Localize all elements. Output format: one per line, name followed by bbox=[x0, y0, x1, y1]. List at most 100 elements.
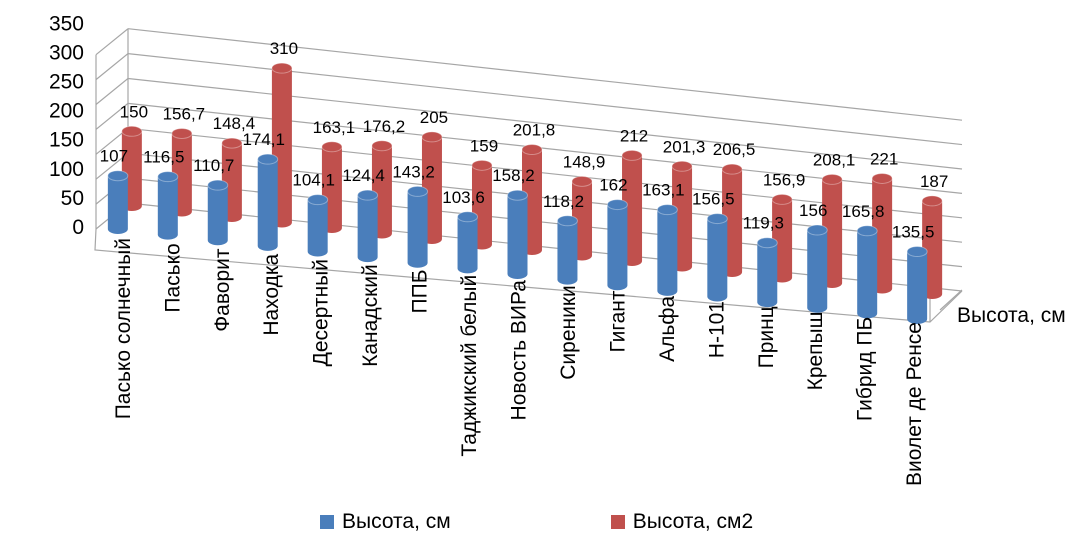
data-label-series-2: 201,8 bbox=[513, 121, 556, 140]
legend-swatch-red bbox=[610, 515, 625, 529]
data-label-series-1: 135,5 bbox=[892, 223, 935, 242]
data-label-series-1: 156 bbox=[799, 201, 827, 220]
x-tick-label: ППБ bbox=[409, 270, 432, 314]
gridline bbox=[127, 77, 963, 170]
data-label-series-2: 150 bbox=[120, 102, 148, 121]
x-axis: Пасько солнечный Пасько Фаворит Находка Десе… bbox=[112, 238, 926, 486]
data-label-series-1: 163,1 bbox=[642, 181, 685, 200]
bar-series-1-5-top bbox=[357, 189, 379, 201]
bar-series-1-8 bbox=[507, 189, 528, 279]
bar-series-1-1-top bbox=[157, 171, 179, 183]
x-tick-label: Гибрид ПБ bbox=[854, 317, 877, 421]
legend-item-series-2: Высота, см2 bbox=[610, 510, 754, 534]
bar-series-1-0 bbox=[107, 170, 129, 234]
depth-edge bbox=[929, 289, 963, 322]
bar-series-1-9-top bbox=[556, 215, 578, 227]
legend-swatch-blue bbox=[320, 515, 334, 529]
bar-series-1-8-body bbox=[507, 195, 528, 279]
data-label-series-1: 124,4 bbox=[342, 166, 385, 185]
data-label-series-1: 107 bbox=[100, 147, 128, 166]
bar-series-2-4-top bbox=[321, 141, 343, 153]
x-tick-label: Н-101 bbox=[705, 301, 728, 358]
y-tick-label: 350 bbox=[49, 12, 84, 35]
data-label-series-2: 176,2 bbox=[363, 117, 406, 136]
bar-series-1-10-body bbox=[607, 204, 628, 291]
bar-series-1-15 bbox=[856, 225, 878, 319]
bar-series-2-13-top bbox=[771, 193, 793, 205]
side-gridline bbox=[95, 28, 129, 56]
data-label-series-2: 221 bbox=[870, 149, 898, 168]
bar-series-1-15-body bbox=[857, 230, 878, 319]
bar-series-2-15-top bbox=[871, 172, 893, 184]
bar-series-1-8-top bbox=[507, 189, 528, 201]
side-gridline bbox=[95, 102, 129, 130]
bar-series-2-9-top bbox=[571, 175, 593, 187]
data-label-series-1: 104,1 bbox=[292, 171, 335, 190]
data-labels: 150 156,7 148,4 310 163,1 176,2 205 159 201,8 148… bbox=[100, 39, 949, 241]
bar-series-1-4-body bbox=[307, 199, 328, 257]
x-tick-label: Находка bbox=[260, 253, 283, 335]
bar-series-2-5-top bbox=[371, 140, 393, 152]
bar-series-1-2-top bbox=[207, 179, 229, 191]
x-tick-label: Фаворит bbox=[211, 248, 234, 332]
data-label-series-2: 208,1 bbox=[813, 150, 856, 169]
bar-series-2-10-top bbox=[621, 149, 643, 161]
x-tick-label: Десертный bbox=[310, 259, 333, 366]
data-label-series-1: 156,5 bbox=[692, 190, 735, 209]
bar-series-1-11 bbox=[656, 204, 678, 296]
data-label-series-2: 159 bbox=[470, 136, 498, 155]
depth-axis-label: Высота, см bbox=[957, 304, 1066, 327]
data-label-series-1: 118,2 bbox=[543, 192, 584, 211]
bar-series-2-14-top bbox=[821, 173, 843, 185]
bar-series-1-7-top bbox=[457, 211, 479, 223]
x-tick-label: Канадский bbox=[359, 264, 382, 367]
data-label-series-2: 205 bbox=[420, 108, 448, 127]
bar-series-1-16-top bbox=[906, 246, 928, 258]
bar-series-1-2 bbox=[207, 179, 229, 246]
bar-series-2-7-top bbox=[471, 159, 493, 171]
data-label-series-1: 165,8 bbox=[842, 202, 885, 221]
bar-series-1-12 bbox=[706, 213, 728, 302]
y-axis: 0 50 100 150 200 250 300 350 bbox=[49, 12, 84, 239]
legend: Высота, см Высота, см2 bbox=[320, 510, 753, 534]
x-tick-label: Принц bbox=[755, 306, 778, 368]
x-tick-label: Гигант bbox=[606, 290, 629, 352]
data-label-series-1: 110,7 bbox=[193, 156, 234, 175]
bar-series-1-1-body bbox=[157, 176, 178, 240]
bar-series-1-13 bbox=[756, 237, 778, 308]
bar-series-1-12-body bbox=[707, 218, 728, 302]
bar-series-1-3-body bbox=[257, 159, 278, 251]
bar-series-1-2-body bbox=[207, 185, 228, 246]
bar-series-1-1 bbox=[157, 171, 179, 240]
x-tick-label: Альфа bbox=[656, 295, 679, 361]
legend-label-series-2: Высота, см2 bbox=[632, 510, 754, 533]
y-tick-label: 200 bbox=[49, 100, 84, 123]
bar-series-1-6-top bbox=[407, 185, 429, 197]
bar-series-1-0-top bbox=[107, 170, 129, 182]
data-label-series-2: 148,9 bbox=[563, 152, 606, 171]
y-tick-label: 300 bbox=[49, 41, 84, 64]
bar-series-1-7-body bbox=[457, 216, 478, 274]
data-label-series-2: 163,1 bbox=[313, 118, 356, 137]
bars bbox=[107, 62, 943, 324]
bar-series-1-7 bbox=[457, 211, 479, 274]
bar-series-1-14 bbox=[806, 224, 828, 313]
data-label-series-1: 103,6 bbox=[442, 188, 485, 207]
x-tick-label: Виолет де Ренсе bbox=[903, 322, 926, 486]
side-gridline bbox=[95, 78, 129, 105]
bar-series-1-12-top bbox=[706, 213, 728, 225]
data-label-series-2: 206,5 bbox=[713, 140, 756, 159]
bar-series-1-6 bbox=[407, 185, 429, 268]
x-tick-label: Крепыш bbox=[804, 312, 827, 391]
bar-series-2-0-top bbox=[121, 125, 143, 137]
data-label-series-1: 174,1 bbox=[242, 130, 285, 149]
bar-series-1-16 bbox=[906, 246, 928, 324]
bar-series-1-9-body bbox=[557, 220, 578, 285]
bar-series-1-9 bbox=[556, 215, 578, 285]
bar-series-2-6-top bbox=[421, 131, 443, 143]
bar-series-2-2-top bbox=[221, 137, 243, 149]
bar-series-2-8-top bbox=[521, 144, 543, 156]
bar-series-1-10 bbox=[606, 199, 628, 291]
bar-series-1-11-body bbox=[657, 209, 678, 296]
